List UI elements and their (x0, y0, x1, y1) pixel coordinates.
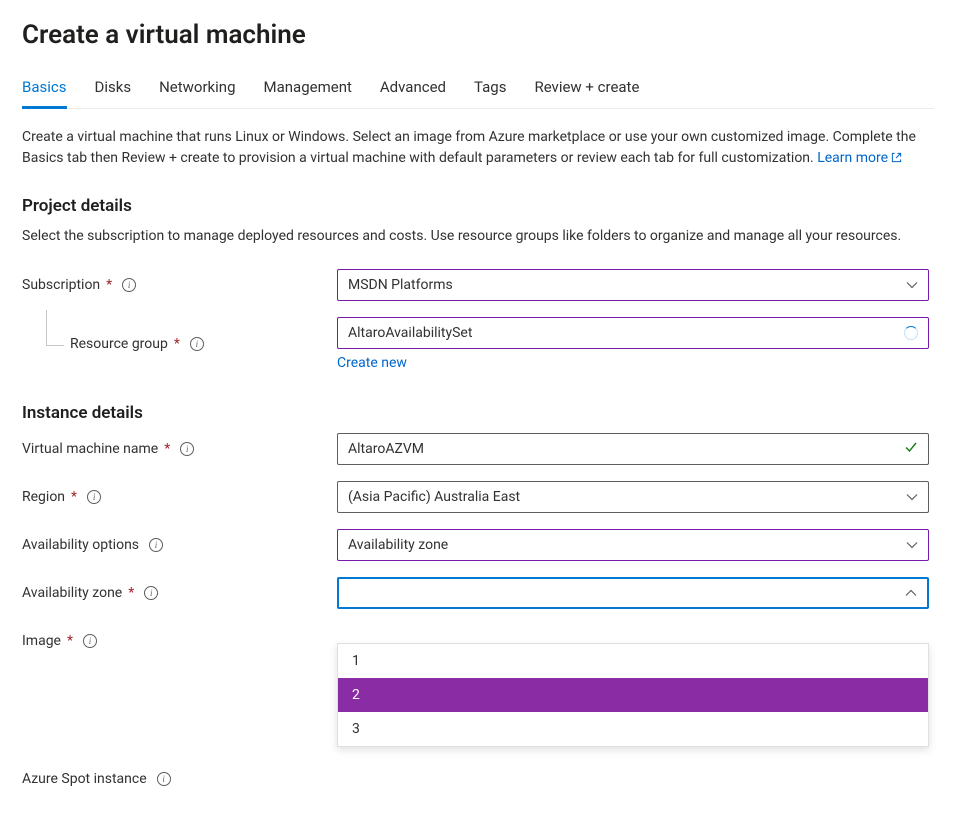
chevron-down-icon (906, 277, 918, 293)
info-icon[interactable]: i (180, 442, 194, 456)
required-star: * (174, 336, 180, 352)
instance-details-heading: Instance details (22, 403, 934, 423)
region-row: Region * i (Asia Pacific) Australia East (22, 481, 934, 513)
required-star: * (71, 489, 77, 505)
info-icon[interactable]: i (157, 772, 171, 786)
region-label: Region * i (22, 489, 337, 505)
subscription-select[interactable]: MSDN Platforms (337, 269, 929, 301)
vm-name-input[interactable]: AltaroAZVM (337, 433, 929, 465)
subscription-row: Subscription * i MSDN Platforms (22, 269, 934, 301)
tab-management[interactable]: Management (264, 74, 352, 109)
chevron-down-icon (906, 489, 918, 505)
chevron-down-icon (906, 537, 918, 553)
required-star: * (67, 633, 73, 649)
zone-option-1[interactable]: 1 (338, 644, 928, 678)
required-star: * (128, 585, 134, 601)
tabs-bar: Basics Disks Networking Management Advan… (22, 74, 934, 109)
chevron-up-icon (905, 585, 917, 601)
spot-instance-row: Azure Spot instance i (22, 763, 934, 795)
vm-name-value: AltaroAZVM (348, 441, 424, 457)
tab-disks[interactable]: Disks (95, 74, 132, 109)
project-details-desc: Select the subscription to manage deploy… (22, 226, 922, 247)
resource-group-row: Resource group * i AltaroAvailabilitySet… (22, 317, 934, 371)
availability-zone-row: Availability zone * i (22, 577, 934, 609)
project-details-heading: Project details (22, 196, 934, 216)
tab-basics[interactable]: Basics (22, 74, 67, 109)
availability-options-value: Availability zone (348, 537, 448, 553)
subscription-label: Subscription * i (22, 277, 337, 293)
availability-options-select[interactable]: Availability zone (337, 529, 929, 561)
required-star: * (106, 277, 112, 293)
vm-name-label: Virtual machine name * i (22, 441, 337, 457)
info-icon[interactable]: i (144, 586, 158, 600)
region-value: (Asia Pacific) Australia East (348, 489, 520, 505)
vm-name-row: Virtual machine name * i AltaroAZVM (22, 433, 934, 465)
availability-options-row: Availability options i Availability zone (22, 529, 934, 561)
check-icon (904, 440, 918, 458)
create-new-link[interactable]: Create new (337, 355, 407, 371)
info-icon[interactable]: i (122, 278, 136, 292)
subscription-value: MSDN Platforms (348, 277, 453, 293)
resource-group-value: AltaroAvailabilitySet (348, 325, 472, 341)
zone-option-2[interactable]: 2 (338, 678, 928, 712)
region-select[interactable]: (Asia Pacific) Australia East (337, 481, 929, 513)
tab-review-create[interactable]: Review + create (534, 74, 639, 109)
info-icon[interactable]: i (149, 538, 163, 552)
zone-option-3[interactable]: 3 (338, 712, 928, 746)
availability-options-label: Availability options i (22, 537, 337, 553)
page-title: Create a virtual machine (22, 20, 934, 50)
intro-text: Create a virtual machine that runs Linux… (22, 127, 922, 170)
loading-spinner-icon (904, 326, 918, 340)
required-star: * (164, 441, 170, 457)
resource-group-select[interactable]: AltaroAvailabilitySet (337, 317, 929, 349)
intro-body: Create a virtual machine that runs Linux… (22, 129, 916, 166)
availability-zone-dropdown: 1 2 3 (337, 643, 929, 747)
resource-group-label: Resource group * i (22, 336, 337, 352)
info-icon[interactable]: i (190, 337, 204, 351)
image-label: Image * i (22, 633, 337, 649)
learn-more-link[interactable]: Learn more (817, 150, 902, 166)
availability-zone-label: Availability zone * i (22, 585, 337, 601)
info-icon[interactable]: i (83, 634, 97, 648)
tab-networking[interactable]: Networking (159, 74, 235, 109)
tab-tags[interactable]: Tags (474, 74, 506, 109)
tree-indent-line (46, 310, 64, 346)
external-link-icon (891, 149, 902, 170)
info-icon[interactable]: i (87, 490, 101, 504)
availability-zone-select[interactable] (337, 577, 929, 609)
tab-advanced[interactable]: Advanced (380, 74, 446, 109)
